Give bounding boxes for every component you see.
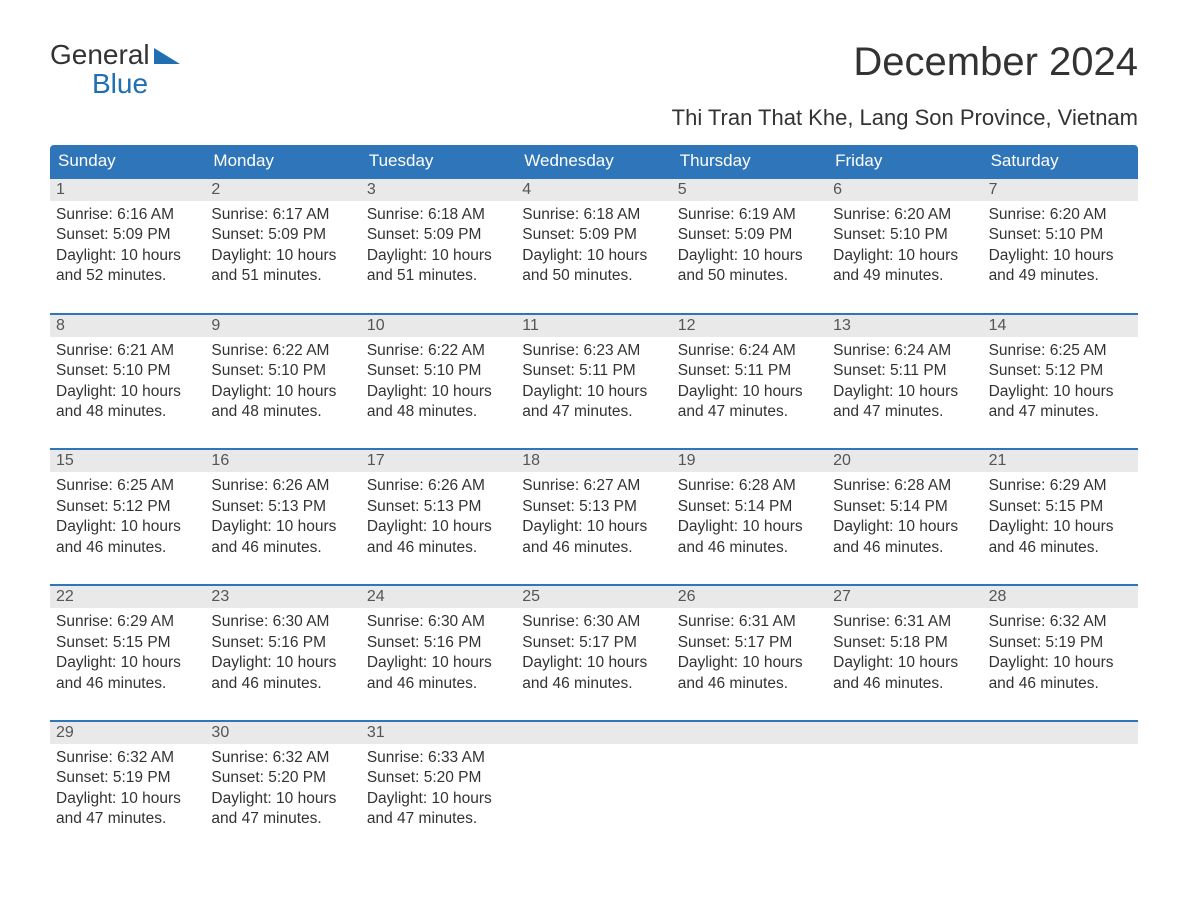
day-number: 6 xyxy=(827,179,982,201)
day-number xyxy=(983,722,1138,744)
day-cell: Sunrise: 6:20 AMSunset: 5:10 PMDaylight:… xyxy=(983,201,1138,311)
day-cell: Sunrise: 6:21 AMSunset: 5:10 PMDaylight:… xyxy=(50,337,205,447)
day-number: 26 xyxy=(672,586,827,608)
day-number: 1 xyxy=(50,179,205,201)
day-cell: Sunrise: 6:32 AMSunset: 5:20 PMDaylight:… xyxy=(205,744,360,854)
day-number: 7 xyxy=(983,179,1138,201)
daynum-row: 1234567 xyxy=(50,179,1138,201)
day-cell xyxy=(672,744,827,854)
day-cell: Sunrise: 6:30 AMSunset: 5:16 PMDaylight:… xyxy=(361,608,516,718)
day-number: 16 xyxy=(205,450,360,472)
day-cell: Sunrise: 6:26 AMSunset: 5:13 PMDaylight:… xyxy=(361,472,516,582)
day-cell xyxy=(516,744,671,854)
calendar: SundayMondayTuesdayWednesdayThursdayFrid… xyxy=(50,145,1138,854)
day-number: 27 xyxy=(827,586,982,608)
day-cell: Sunrise: 6:20 AMSunset: 5:10 PMDaylight:… xyxy=(827,201,982,311)
day-number: 8 xyxy=(50,315,205,337)
day-number: 14 xyxy=(983,315,1138,337)
day-cell: Sunrise: 6:30 AMSunset: 5:16 PMDaylight:… xyxy=(205,608,360,718)
logo-text-1: General xyxy=(50,40,150,69)
day-number: 12 xyxy=(672,315,827,337)
weekday-header: Thursday xyxy=(672,145,827,177)
day-cell: Sunrise: 6:30 AMSunset: 5:17 PMDaylight:… xyxy=(516,608,671,718)
calendar-week: 293031Sunrise: 6:32 AMSunset: 5:19 PMDay… xyxy=(50,720,1138,854)
logo-text-2: Blue xyxy=(50,69,180,98)
day-number: 9 xyxy=(205,315,360,337)
day-cell: Sunrise: 6:18 AMSunset: 5:09 PMDaylight:… xyxy=(361,201,516,311)
day-cell: Sunrise: 6:29 AMSunset: 5:15 PMDaylight:… xyxy=(50,608,205,718)
day-cell: Sunrise: 6:27 AMSunset: 5:13 PMDaylight:… xyxy=(516,472,671,582)
daynum-row: 293031 xyxy=(50,722,1138,744)
weekday-header: Sunday xyxy=(50,145,205,177)
day-cell: Sunrise: 6:22 AMSunset: 5:10 PMDaylight:… xyxy=(361,337,516,447)
day-cell: Sunrise: 6:25 AMSunset: 5:12 PMDaylight:… xyxy=(983,337,1138,447)
day-number xyxy=(827,722,982,744)
day-cell: Sunrise: 6:17 AMSunset: 5:09 PMDaylight:… xyxy=(205,201,360,311)
daynum-row: 15161718192021 xyxy=(50,450,1138,472)
location-subtitle: Thi Tran That Khe, Lang Son Province, Vi… xyxy=(50,105,1138,131)
daynum-row: 891011121314 xyxy=(50,315,1138,337)
weekday-header: Monday xyxy=(205,145,360,177)
weekday-header: Tuesday xyxy=(361,145,516,177)
calendar-week: 891011121314Sunrise: 6:21 AMSunset: 5:10… xyxy=(50,313,1138,447)
weekday-header: Friday xyxy=(827,145,982,177)
day-number xyxy=(516,722,671,744)
day-cell: Sunrise: 6:32 AMSunset: 5:19 PMDaylight:… xyxy=(50,744,205,854)
day-number: 31 xyxy=(361,722,516,744)
day-number: 25 xyxy=(516,586,671,608)
day-cell: Sunrise: 6:26 AMSunset: 5:13 PMDaylight:… xyxy=(205,472,360,582)
day-number: 22 xyxy=(50,586,205,608)
day-cell: Sunrise: 6:28 AMSunset: 5:14 PMDaylight:… xyxy=(672,472,827,582)
day-number: 3 xyxy=(361,179,516,201)
day-number: 29 xyxy=(50,722,205,744)
day-number: 24 xyxy=(361,586,516,608)
day-number: 17 xyxy=(361,450,516,472)
day-cell: Sunrise: 6:18 AMSunset: 5:09 PMDaylight:… xyxy=(516,201,671,311)
calendar-week: 15161718192021Sunrise: 6:25 AMSunset: 5:… xyxy=(50,448,1138,582)
day-cell xyxy=(827,744,982,854)
day-number: 4 xyxy=(516,179,671,201)
day-cell: Sunrise: 6:23 AMSunset: 5:11 PMDaylight:… xyxy=(516,337,671,447)
day-number: 30 xyxy=(205,722,360,744)
daynum-row: 22232425262728 xyxy=(50,586,1138,608)
logo: General Blue xyxy=(50,40,180,99)
day-number: 2 xyxy=(205,179,360,201)
day-cell: Sunrise: 6:24 AMSunset: 5:11 PMDaylight:… xyxy=(672,337,827,447)
day-cell: Sunrise: 6:25 AMSunset: 5:12 PMDaylight:… xyxy=(50,472,205,582)
weekday-header: Saturday xyxy=(983,145,1138,177)
day-number xyxy=(672,722,827,744)
day-cell: Sunrise: 6:16 AMSunset: 5:09 PMDaylight:… xyxy=(50,201,205,311)
day-cell: Sunrise: 6:31 AMSunset: 5:18 PMDaylight:… xyxy=(827,608,982,718)
day-number: 28 xyxy=(983,586,1138,608)
weekday-header: Wednesday xyxy=(516,145,671,177)
day-cell: Sunrise: 6:22 AMSunset: 5:10 PMDaylight:… xyxy=(205,337,360,447)
day-cell: Sunrise: 6:31 AMSunset: 5:17 PMDaylight:… xyxy=(672,608,827,718)
day-number: 19 xyxy=(672,450,827,472)
day-number: 15 xyxy=(50,450,205,472)
day-cell: Sunrise: 6:33 AMSunset: 5:20 PMDaylight:… xyxy=(361,744,516,854)
calendar-header-row: SundayMondayTuesdayWednesdayThursdayFrid… xyxy=(50,145,1138,177)
day-number: 11 xyxy=(516,315,671,337)
day-cell: Sunrise: 6:32 AMSunset: 5:19 PMDaylight:… xyxy=(983,608,1138,718)
day-cell: Sunrise: 6:24 AMSunset: 5:11 PMDaylight:… xyxy=(827,337,982,447)
day-cell: Sunrise: 6:19 AMSunset: 5:09 PMDaylight:… xyxy=(672,201,827,311)
day-cell xyxy=(983,744,1138,854)
page-title: December 2024 xyxy=(853,40,1138,85)
day-number: 23 xyxy=(205,586,360,608)
calendar-week: 22232425262728Sunrise: 6:29 AMSunset: 5:… xyxy=(50,584,1138,718)
day-number: 5 xyxy=(672,179,827,201)
day-cell: Sunrise: 6:28 AMSunset: 5:14 PMDaylight:… xyxy=(827,472,982,582)
header-row: General Blue December 2024 xyxy=(50,40,1138,99)
day-number: 20 xyxy=(827,450,982,472)
day-cell: Sunrise: 6:29 AMSunset: 5:15 PMDaylight:… xyxy=(983,472,1138,582)
logo-triangle-icon xyxy=(154,40,180,69)
calendar-week: 1234567Sunrise: 6:16 AMSunset: 5:09 PMDa… xyxy=(50,177,1138,311)
day-number: 13 xyxy=(827,315,982,337)
day-number: 18 xyxy=(516,450,671,472)
day-number: 21 xyxy=(983,450,1138,472)
day-number: 10 xyxy=(361,315,516,337)
